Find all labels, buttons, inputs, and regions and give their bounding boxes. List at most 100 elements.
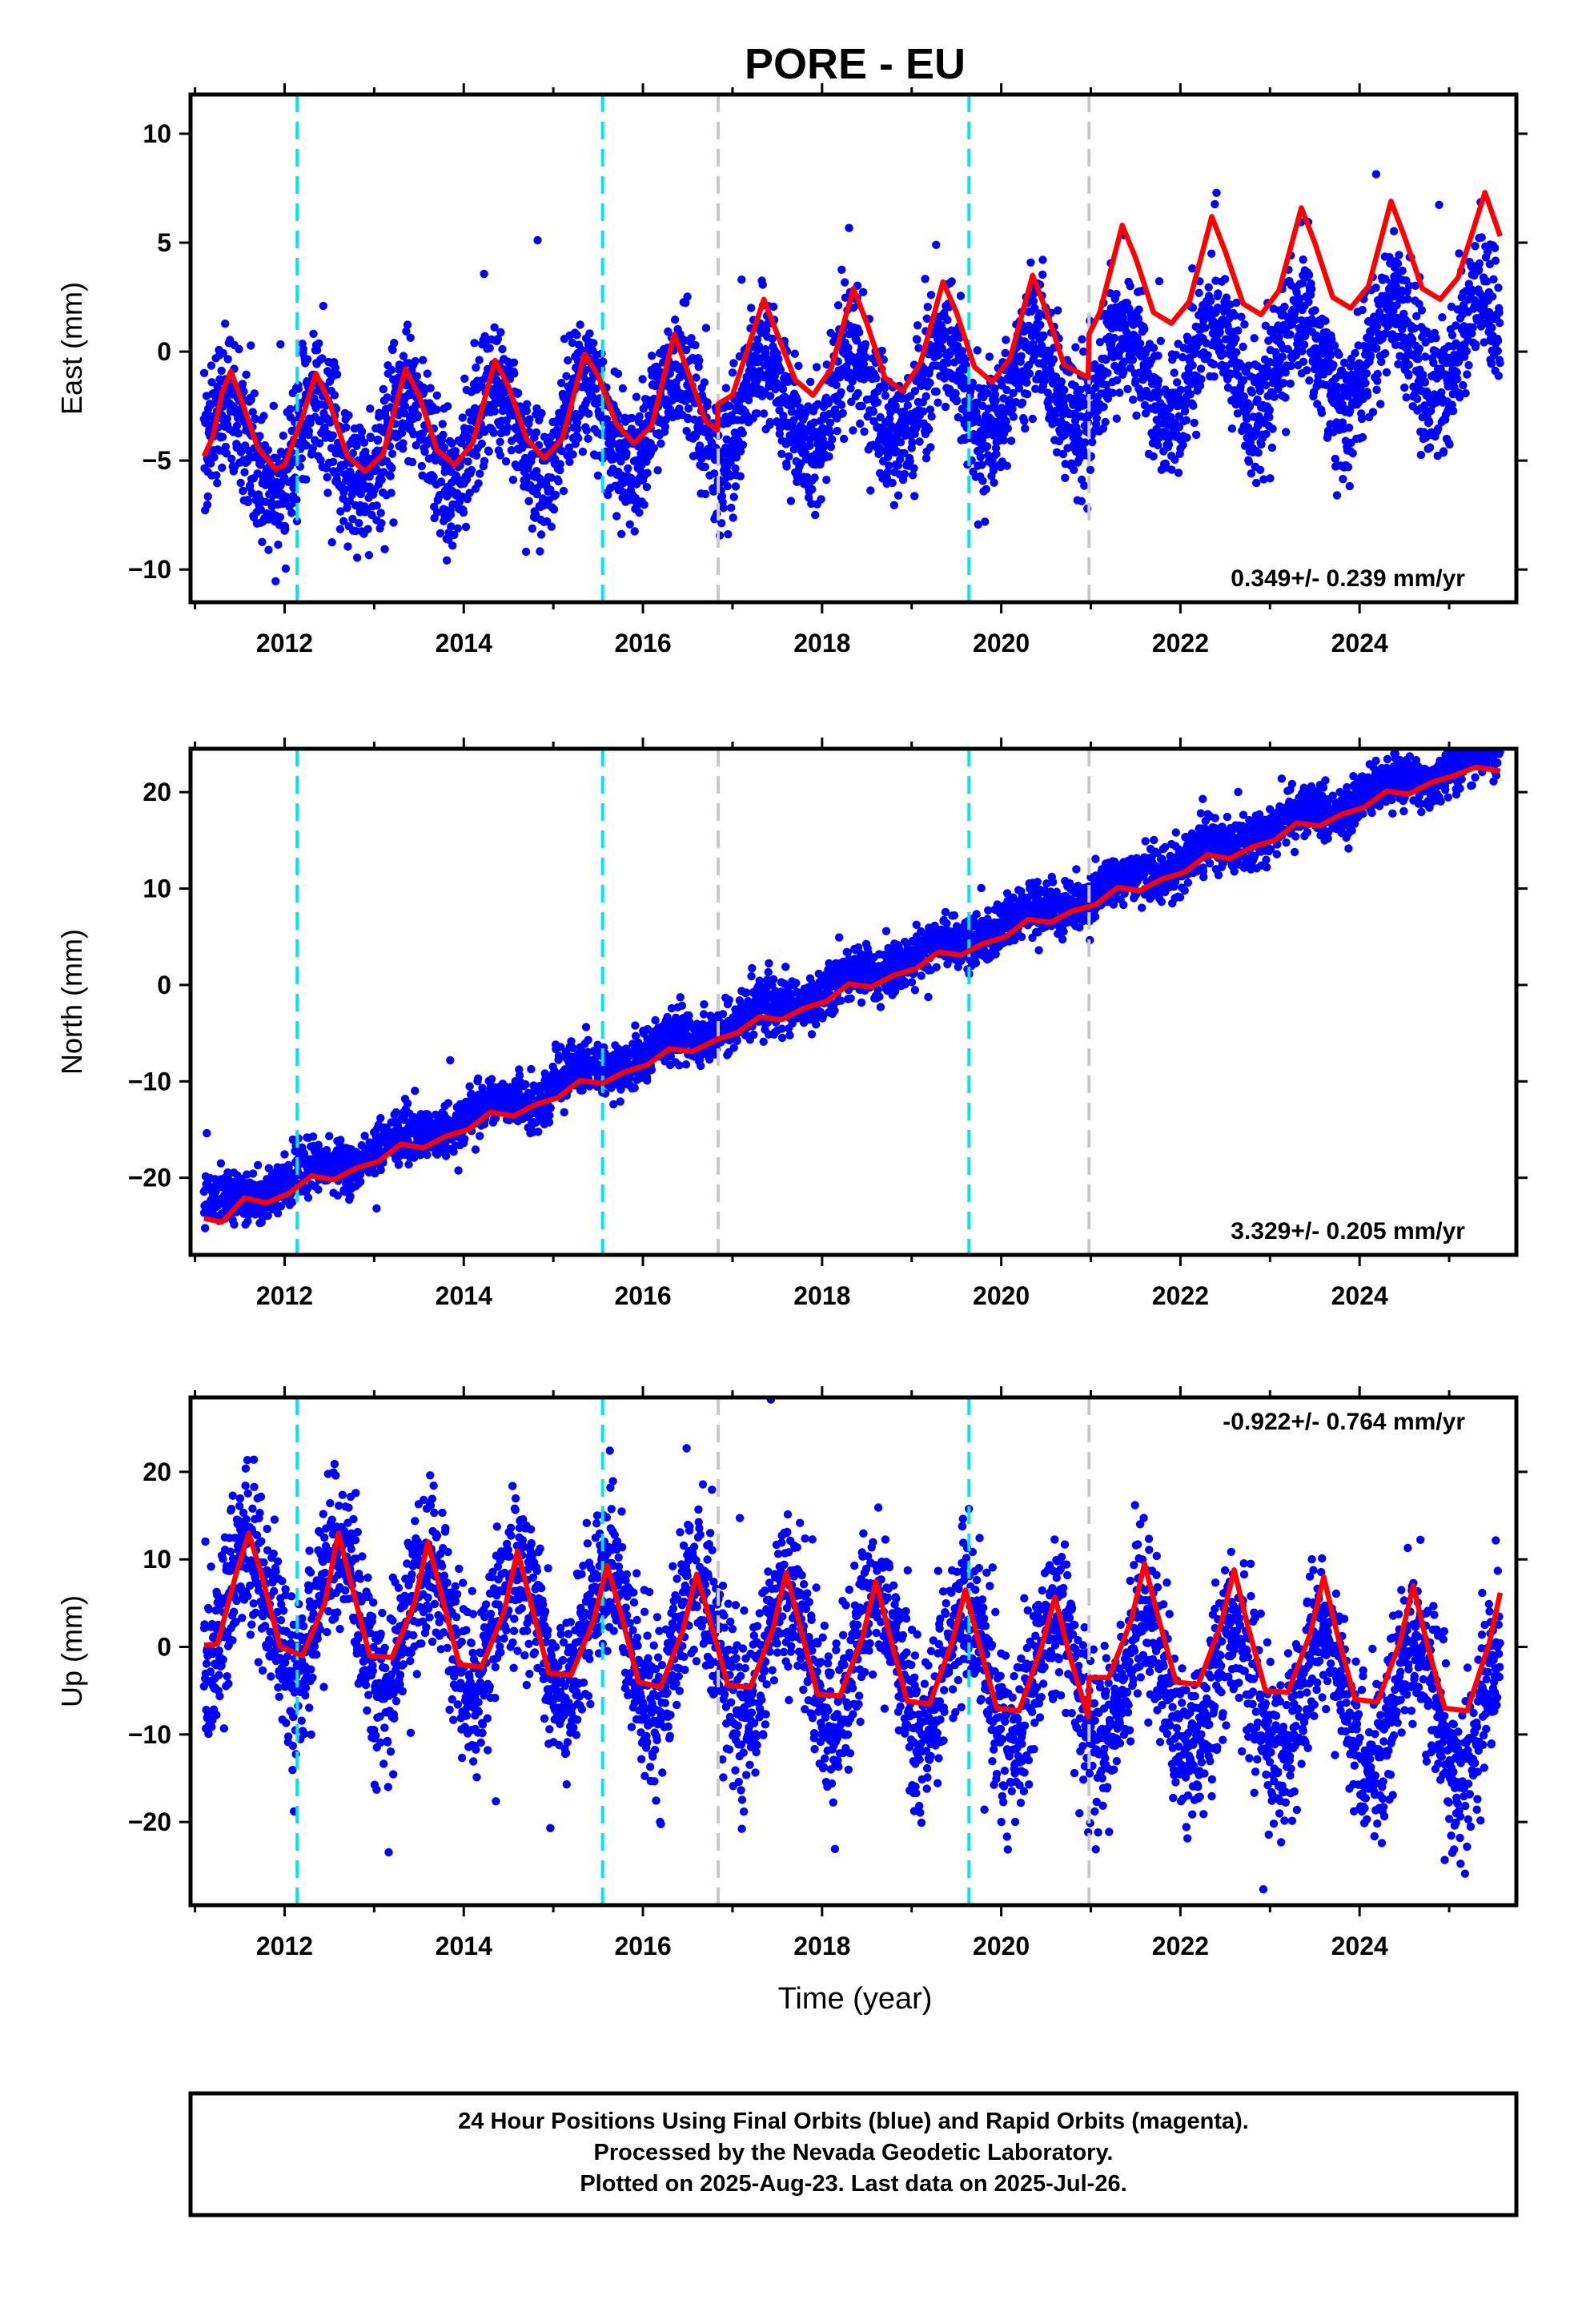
east-data-point <box>1178 440 1187 449</box>
east-data-point <box>1351 348 1359 358</box>
east-data-point <box>1404 360 1414 369</box>
east-data-point <box>537 408 546 418</box>
east-data-point <box>423 369 432 378</box>
east-data-point <box>1009 388 1018 398</box>
east-data-point <box>1286 330 1295 339</box>
east-data-point <box>1058 449 1068 459</box>
east-data-point <box>794 361 803 370</box>
east-data-point <box>557 446 566 456</box>
east-data-point <box>1226 300 1235 309</box>
east-data-point <box>1115 388 1124 397</box>
east-data-point <box>1086 465 1095 474</box>
east-data-point <box>976 452 985 461</box>
east-data-point <box>866 486 875 495</box>
east-data-point <box>400 401 410 411</box>
east-data-point <box>1129 395 1138 404</box>
east-data-point <box>1358 432 1367 442</box>
east-data-point <box>717 519 726 528</box>
east-data-point <box>1298 347 1307 356</box>
east-data-point <box>974 520 983 529</box>
east-data-point <box>852 336 861 345</box>
east-data-point <box>1002 416 1010 426</box>
east-data-point <box>388 345 397 355</box>
east-data-point <box>1416 450 1426 460</box>
east-data-point <box>790 349 799 358</box>
east-data-point <box>1052 448 1062 456</box>
east-data-point <box>776 365 785 374</box>
east-data-point <box>408 457 417 467</box>
east-data-point <box>917 372 927 381</box>
east-data-point <box>727 503 736 513</box>
east-data-point <box>1008 404 1017 413</box>
east-data-point <box>1389 227 1399 235</box>
east-data-point <box>514 388 523 397</box>
east-data-point <box>207 378 216 387</box>
east-data-point <box>1182 416 1191 424</box>
east-data-point <box>889 501 899 509</box>
east-data-point <box>806 377 815 386</box>
east-data-point <box>1395 352 1404 360</box>
east-data-point <box>532 428 540 437</box>
east-data-point <box>1060 385 1069 395</box>
east-data-point <box>841 278 849 287</box>
east-data-point <box>913 321 922 330</box>
east-data-point <box>1112 289 1121 299</box>
east-data-point <box>363 525 372 533</box>
east-data-point <box>1339 358 1349 368</box>
east-data-point <box>489 428 498 437</box>
east-data-point <box>1327 351 1335 360</box>
east-data-point <box>1283 344 1292 354</box>
east-data-point <box>1022 378 1031 387</box>
east-data-point <box>223 355 232 364</box>
east-data-point <box>1188 304 1198 312</box>
north-data-point <box>314 1185 323 1194</box>
east-data-point <box>1335 350 1343 360</box>
east-data-point <box>903 401 913 410</box>
east-data-point <box>1132 411 1141 420</box>
east-data-point <box>1103 394 1113 403</box>
east-data-point <box>832 380 841 389</box>
east-data-point <box>387 365 396 374</box>
east-data-point <box>559 486 568 496</box>
east-data-point <box>951 389 960 398</box>
east-data-point <box>1391 340 1400 349</box>
east-data-point <box>1182 433 1191 442</box>
east-data-point <box>376 509 385 517</box>
east-data-point <box>352 553 362 562</box>
east-data-point <box>1247 388 1257 397</box>
east-data-point <box>635 508 644 517</box>
east-data-point <box>927 412 936 421</box>
east-data-point <box>754 342 764 351</box>
east-data-point <box>1018 398 1027 408</box>
east-data-point <box>1254 448 1263 457</box>
east-data-point <box>367 510 376 520</box>
east-plot-frame <box>188 92 1519 605</box>
east-data-point <box>1495 308 1504 317</box>
east-data-point <box>1262 381 1271 390</box>
east-data-point <box>1496 359 1504 368</box>
east-data-point <box>1415 300 1423 308</box>
east-data-point <box>460 374 469 383</box>
east-data-point <box>849 426 857 435</box>
east-data-point <box>1039 331 1048 340</box>
east-data-point <box>1422 387 1431 396</box>
east-data-point <box>1338 418 1347 427</box>
east-data-point <box>556 465 564 475</box>
east-rate-annotation: 0.349+/- 0.239 mm/yr <box>1231 565 1465 592</box>
east-data-point <box>880 384 889 392</box>
east-data-point <box>687 334 696 343</box>
east-data-point <box>1404 281 1414 290</box>
east-data-point <box>292 495 301 505</box>
east-data-point <box>1170 455 1179 464</box>
east-data-point <box>528 524 537 533</box>
east-data-point <box>1427 406 1435 416</box>
east-data-point <box>612 512 621 521</box>
east-data-point <box>766 392 775 400</box>
east-data-point <box>1209 360 1219 369</box>
east-data-point <box>582 426 591 435</box>
east-data-point <box>810 473 819 482</box>
east-data-point <box>1485 308 1494 317</box>
east-data-point <box>1038 270 1047 279</box>
east-data-point <box>304 427 313 436</box>
east-data-point <box>1491 256 1500 265</box>
